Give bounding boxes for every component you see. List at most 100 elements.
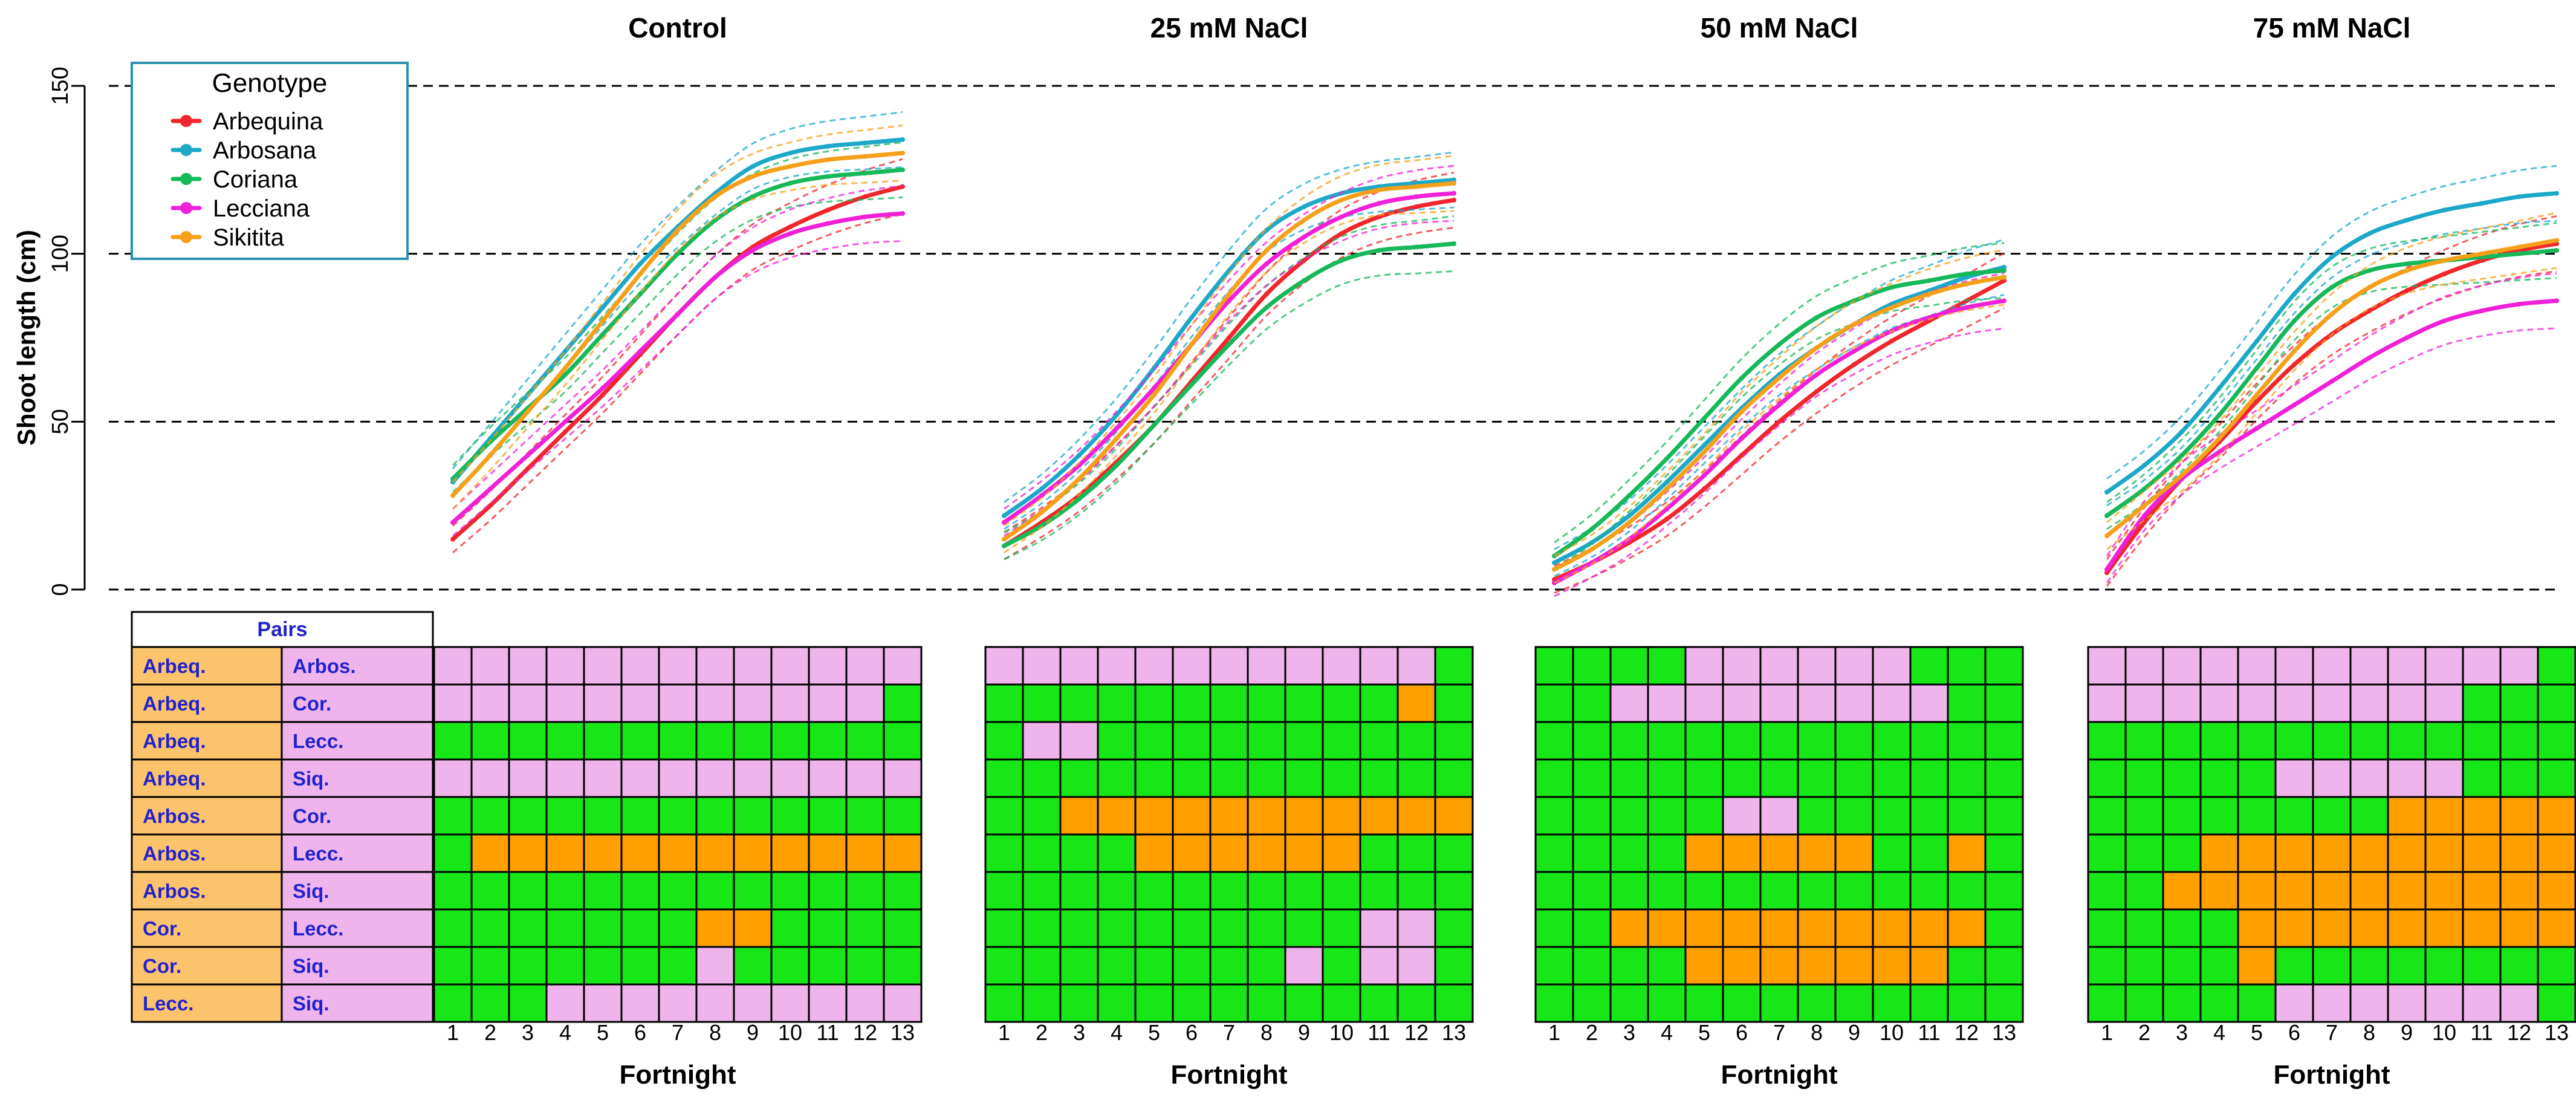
- heatmap-cell: [2312, 796, 2352, 836]
- heatmap-cell: [1872, 683, 1912, 723]
- x-tick-label: 8: [2363, 1020, 2375, 1045]
- heatmap-cell: [1434, 796, 1474, 836]
- point-lecciana: [1964, 305, 1969, 310]
- heatmap-cell: [1022, 946, 1062, 986]
- heatmap-cell: [2237, 683, 2277, 723]
- point-lecciana: [863, 214, 868, 219]
- ci-lower-sikitita: [1554, 304, 2005, 584]
- heatmap-cell: [1909, 758, 1949, 798]
- heatmap-cell: [2462, 908, 2502, 948]
- heatmap-cell: [2087, 983, 2127, 1023]
- heatmap-cell: [658, 796, 698, 836]
- point-arbosana: [638, 261, 643, 267]
- heatmap-cell: [1684, 983, 1724, 1023]
- point-sikitita: [450, 493, 455, 498]
- heatmap-cell: [658, 683, 698, 723]
- panel-title: 75 mM NaCl: [2253, 12, 2411, 44]
- point-coriana: [2179, 452, 2184, 458]
- point-arbequina: [1664, 516, 1669, 522]
- point-arbequina: [525, 466, 530, 472]
- point-coriana: [750, 194, 755, 200]
- heatmap-cell: [470, 758, 510, 798]
- legend-entry-lecciana: Lecciana: [213, 195, 310, 222]
- heatmap-cell: [1872, 983, 1912, 1023]
- heatmap-cell: [770, 721, 810, 761]
- heatmap-cell: [2199, 683, 2239, 723]
- heatmap-cell: [883, 796, 923, 836]
- point-arbequina: [2254, 399, 2259, 405]
- point-sikitita: [1452, 181, 1456, 186]
- heatmap-cell: [808, 646, 848, 686]
- x-tick-label: 4: [1661, 1020, 1673, 1045]
- heatmap-cell: [1909, 983, 1949, 1023]
- point-arbosana: [1002, 513, 1007, 518]
- heatmap-cell: [2312, 946, 2352, 986]
- heatmap-cell: [1984, 983, 2024, 1023]
- point-arbequina: [1739, 452, 1744, 458]
- heatmap-cell: [2499, 983, 2539, 1023]
- x-tick-label: 11: [2470, 1020, 2493, 1045]
- heatmap-cell: [808, 758, 848, 798]
- heatmap-cell: [620, 833, 660, 873]
- point-sikitita: [1552, 567, 1557, 572]
- heatmap-cell: [1172, 946, 1212, 986]
- point-coriana: [563, 372, 568, 377]
- heatmap-cell: [1684, 646, 1724, 686]
- heatmap-cell: [1609, 833, 1649, 873]
- point-coriana: [1002, 543, 1007, 548]
- heatmap-cell: [1534, 683, 1574, 723]
- heatmap-cell: [470, 721, 510, 761]
- line-arbequina: [1002, 198, 1456, 548]
- heatmap-panel-1: [433, 646, 923, 1023]
- heatmap-cell: [1722, 946, 1762, 986]
- point-coriana: [1664, 456, 1669, 461]
- heatmap-cell: [2462, 983, 2502, 1023]
- heatmap-cell: [433, 796, 473, 836]
- heatmap-cell: [1022, 721, 1062, 761]
- heatmap-cell: [1572, 946, 1612, 986]
- x-tick-label: 12: [1955, 1020, 1979, 1045]
- heatmap-cell: [1172, 646, 1212, 686]
- heatmap-cell: [2424, 646, 2464, 686]
- point-coriana: [1302, 278, 1306, 284]
- heatmap-cell: [658, 983, 698, 1023]
- heatmap-cell: [1647, 721, 1687, 761]
- heatmap-cell: [2199, 796, 2239, 836]
- heatmap-cell: [1647, 946, 1687, 986]
- point-coriana: [1814, 315, 1819, 320]
- heatmap-cell: [620, 946, 660, 986]
- point-arbosana: [863, 140, 868, 146]
- heatmap-cell: [2199, 758, 2239, 798]
- point-sikitita: [1889, 305, 1894, 310]
- heatmap-cell: [2274, 721, 2314, 761]
- heatmap-cell: [2349, 721, 2389, 761]
- heatmap-cell: [1172, 721, 1212, 761]
- heatmap-cell: [1397, 946, 1436, 986]
- point-arbosana: [600, 305, 605, 310]
- heatmap-cell: [2199, 646, 2239, 686]
- heatmap-cell: [2462, 758, 2502, 798]
- line-arbequina: [450, 184, 905, 542]
- point-lecciana: [1452, 190, 1456, 196]
- heatmap-cell: [1534, 908, 1574, 948]
- heatmap-cell: [733, 833, 773, 873]
- heatmap-cell: [1247, 758, 1286, 798]
- point-coriana: [1927, 278, 1932, 284]
- point-lecciana: [1114, 426, 1119, 431]
- point-arbequina: [488, 503, 493, 509]
- heatmap-cell: [2124, 983, 2164, 1023]
- ci-upper-arbosana: [2106, 164, 2557, 480]
- point-lecciana: [750, 248, 755, 253]
- x-tick-label: 6: [1186, 1020, 1198, 1045]
- heatmap-panel-3: [1534, 646, 2024, 1023]
- heatmap-cell: [1172, 983, 1212, 1023]
- x-tick-label: 1: [2101, 1020, 2113, 1045]
- heatmap-cell: [545, 683, 585, 723]
- y-tick-label-150: 150: [48, 67, 73, 105]
- x-tick-label: 1: [998, 1020, 1010, 1045]
- heatmap-cell: [1834, 796, 1874, 836]
- heatmap-cell: [1059, 683, 1099, 723]
- heatmap-cell: [2387, 796, 2427, 836]
- heatmap-cell: [1609, 683, 1649, 723]
- point-arbosana: [2217, 385, 2222, 391]
